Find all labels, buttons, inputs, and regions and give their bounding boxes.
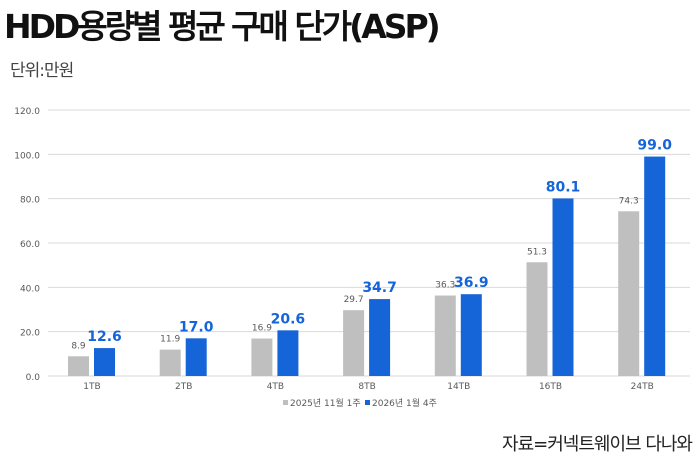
data-label: 36.3 (435, 281, 455, 291)
data-label: 34.7 (362, 280, 397, 296)
legend-label: 2025년 11월 1주 (290, 397, 361, 409)
bar (644, 156, 666, 376)
legend-label: 2026년 1월 4주 (372, 397, 437, 409)
y-tick-label: 120.0 (14, 107, 40, 117)
bar (526, 262, 548, 376)
x-tick-label: 1TB (83, 382, 100, 392)
bar (343, 310, 365, 376)
x-tick-label: 8TB (358, 382, 375, 392)
legend-swatch (283, 400, 288, 405)
bar (434, 295, 456, 376)
data-label: 17.0 (179, 319, 214, 335)
bar (94, 348, 115, 376)
y-tick-label: 20.0 (20, 329, 40, 339)
data-label: 8.9 (71, 341, 86, 351)
x-tick-label: 2TB (175, 382, 192, 392)
data-label: 99.0 (637, 138, 672, 154)
chart-title: HDD용량별 평균 구매 단가(ASP) (4, 7, 441, 46)
bar (68, 356, 89, 376)
x-tick-label: 24TB (631, 382, 654, 392)
x-tick-label: 14TB (447, 382, 470, 392)
bar (618, 211, 640, 376)
y-tick-label: 40.0 (20, 284, 40, 294)
bar (251, 338, 273, 376)
x-tick-label: 16TB (539, 382, 562, 392)
data-label: 12.6 (87, 329, 122, 345)
bar (277, 330, 299, 376)
bar (159, 349, 181, 376)
data-label: 29.7 (344, 295, 364, 305)
data-label: 16.9 (252, 324, 272, 334)
y-tick-label: 80.0 (20, 196, 40, 206)
data-label: 11.9 (160, 335, 180, 345)
bar (185, 338, 207, 376)
data-label: 80.1 (546, 179, 581, 195)
data-label: 20.6 (271, 311, 306, 327)
legend-swatch (365, 400, 370, 405)
data-label: 51.3 (527, 247, 547, 257)
y-tick-label: 60.0 (20, 240, 40, 250)
bar (460, 294, 482, 376)
data-label: 36.9 (454, 275, 489, 291)
bar (369, 299, 391, 376)
x-tick-label: 4TB (267, 382, 284, 392)
y-tick-label: 0.0 (26, 373, 41, 383)
unit-label: 단위:만원 (10, 61, 74, 81)
bar (552, 198, 574, 376)
y-tick-label: 100.0 (14, 151, 40, 161)
source-label: 자료=커넥트웨이브 다나와 (502, 434, 693, 455)
data-label: 74.3 (619, 196, 639, 206)
